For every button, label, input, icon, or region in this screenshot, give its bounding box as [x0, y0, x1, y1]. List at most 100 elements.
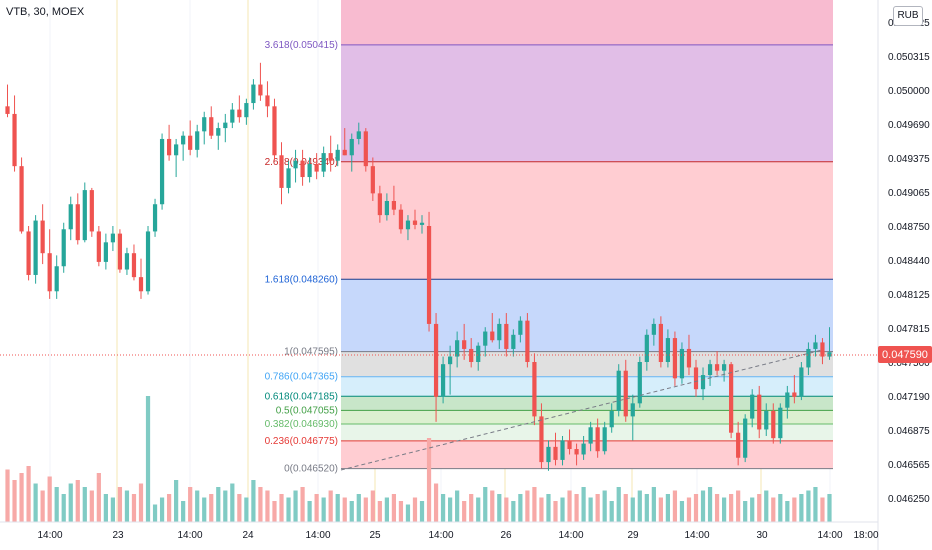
price-tick-label: 0.048440 — [888, 256, 930, 267]
price-tick-label: 0.047500 — [888, 358, 930, 369]
candle — [553, 446, 558, 460]
volume-bar — [96, 473, 101, 522]
candle — [490, 331, 495, 341]
candle — [448, 356, 453, 365]
price-axis[interactable]: 0.0506250.0503150.0500000.0496900.049375… — [888, 18, 930, 505]
candle — [166, 138, 172, 156]
trend-line[interactable] — [340, 349, 823, 471]
candle — [455, 340, 460, 357]
candle — [272, 106, 277, 156]
candle — [707, 364, 713, 376]
volume-bar — [729, 494, 734, 522]
time-tick-label: 30 — [756, 530, 768, 541]
volume-bar — [251, 480, 256, 522]
fib-level-label: 3.618(0.050415) — [265, 40, 338, 51]
candle — [764, 410, 769, 430]
candle — [349, 138, 354, 156]
candle — [244, 103, 249, 118]
time-tick-label: 26 — [500, 530, 512, 541]
volume-bar — [5, 469, 10, 522]
candle — [363, 131, 368, 167]
fibonacci-retracement[interactable]: 3.618(0.050415)2.618(0.049340)1.618(0.04… — [265, 0, 833, 475]
candle — [202, 117, 207, 132]
candle — [651, 323, 656, 335]
candle — [721, 364, 727, 371]
candle — [19, 166, 24, 232]
candle — [279, 155, 284, 188]
candle — [827, 352, 832, 357]
candle — [223, 122, 228, 129]
candle — [391, 200, 397, 210]
volume-bar — [19, 473, 24, 522]
volume-bar — [426, 438, 432, 522]
volume-bar — [595, 494, 600, 522]
volume-bar — [644, 494, 649, 522]
volume-bar — [518, 494, 523, 522]
volume-bar — [412, 497, 418, 522]
volume-bar — [497, 494, 502, 522]
candle — [307, 163, 312, 178]
candle — [658, 323, 663, 362]
price-tick-label: 0.047815 — [888, 324, 930, 335]
volume-bar — [764, 490, 769, 522]
volume-bar — [328, 490, 333, 522]
volume-bar — [665, 494, 671, 522]
candle — [539, 416, 544, 463]
volume-bar — [384, 497, 389, 522]
candle — [504, 323, 509, 349]
volume-bar — [391, 494, 397, 522]
fib-band — [341, 410, 833, 425]
candle — [609, 410, 614, 428]
candle — [89, 190, 94, 232]
candle — [61, 229, 66, 267]
candle — [736, 432, 741, 458]
candle — [300, 160, 305, 178]
candle — [714, 364, 720, 371]
volume-bar — [335, 494, 340, 522]
volume-bar — [370, 490, 375, 522]
fib-level-label: 0.786(0.047365) — [265, 372, 338, 383]
volume-bar — [707, 487, 713, 522]
volume-bar — [546, 494, 551, 522]
volume-bar — [89, 490, 94, 522]
price-tick-label: 0.049065 — [888, 188, 930, 199]
candle — [630, 403, 635, 417]
candle — [546, 446, 551, 463]
candle — [595, 427, 600, 452]
fib-level-label: 0.382(0.046930) — [265, 419, 338, 430]
price-tick-label: 0.048750 — [888, 222, 930, 233]
price-tick-label: 0.046565 — [888, 460, 930, 471]
volume-bar — [419, 501, 425, 522]
candle — [483, 331, 488, 346]
candle — [729, 364, 734, 433]
candle — [152, 204, 158, 232]
volume-bar — [26, 466, 31, 522]
volume-bar — [736, 490, 741, 522]
volume-bar — [103, 494, 108, 522]
candle — [462, 340, 467, 349]
volume-bar — [363, 497, 368, 522]
volume-bar — [757, 494, 762, 522]
volume-bar — [792, 497, 797, 522]
candle — [757, 394, 762, 430]
fib-band — [341, 279, 833, 352]
volume-bar — [630, 497, 635, 522]
candle — [124, 253, 130, 270]
candle — [419, 222, 425, 225]
candle — [138, 277, 144, 292]
volume-bar — [553, 501, 558, 522]
currency-button[interactable]: RUB — [893, 6, 923, 26]
candle — [12, 113, 17, 167]
candle — [110, 233, 116, 243]
volume-bar — [124, 490, 130, 522]
candle — [251, 84, 256, 104]
volume-bar — [602, 490, 607, 522]
candle — [328, 153, 333, 161]
candle — [26, 231, 31, 275]
volume-bar — [314, 494, 319, 522]
fib-level-label: 0.236(0.046775) — [265, 436, 338, 447]
time-axis[interactable]: 14:00 23 14:00 24 14:00 25 14:00 26 14:00 29 14:00… — [37, 530, 878, 541]
volume-bar — [560, 497, 565, 522]
volume-bar — [651, 487, 656, 522]
